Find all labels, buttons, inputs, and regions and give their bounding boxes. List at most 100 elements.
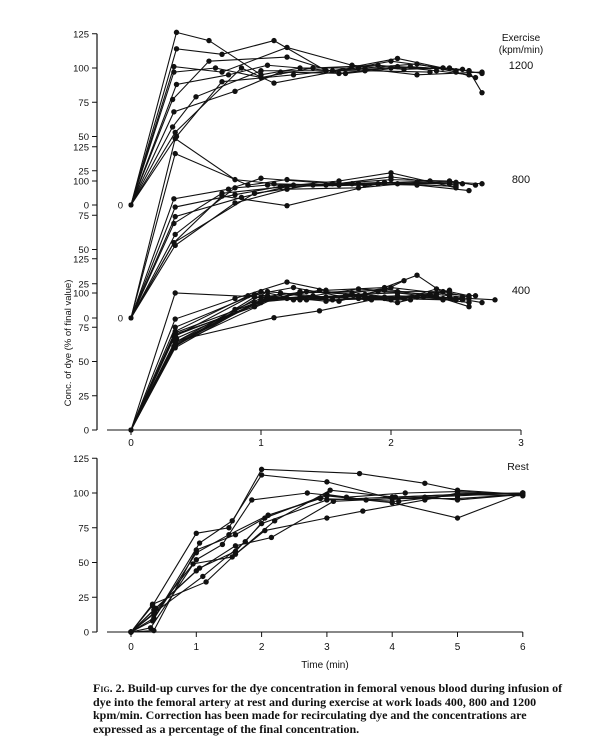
rest-point — [190, 561, 196, 567]
rest-point — [193, 568, 199, 574]
point-400 — [472, 293, 479, 299]
rest-point — [149, 618, 156, 624]
y-zero-offset-label: 0 — [118, 201, 123, 212]
point-400 — [290, 284, 297, 291]
rest-x-tick-label: 3 — [324, 642, 330, 653]
point-800 — [388, 170, 394, 176]
y-tick-label: 125 — [73, 142, 89, 153]
rest-point — [262, 527, 268, 534]
figure-number: Fig. 2. — [93, 681, 125, 695]
rest-point — [396, 498, 402, 505]
series-label-400: 400 — [512, 285, 530, 297]
point-400 — [172, 290, 178, 296]
point-1200 — [232, 88, 238, 94]
rest-point — [232, 551, 239, 557]
point-800 — [336, 182, 342, 188]
point-1200 — [290, 72, 297, 78]
x-tick-label: 0 — [128, 438, 134, 449]
y-tick-label: 75 — [78, 323, 89, 334]
y-tick-label: 50 — [78, 132, 89, 143]
rest-point — [193, 530, 199, 537]
x-tick-label: 3 — [518, 438, 524, 449]
point-400 — [446, 288, 453, 295]
point-400 — [414, 272, 420, 278]
rest-point — [327, 487, 333, 493]
rest-point — [265, 512, 271, 518]
point-1200 — [206, 37, 212, 44]
rest-point — [193, 557, 199, 563]
point-1200 — [128, 202, 134, 208]
point-800 — [264, 182, 271, 188]
point-1200 — [173, 29, 180, 36]
x-axis-label: Time (min) — [301, 660, 348, 671]
rest-x-tick-label: 5 — [455, 642, 461, 653]
point-1200 — [342, 70, 349, 77]
rest-x-tick-label: 0 — [128, 642, 134, 653]
point-800 — [172, 135, 178, 142]
x-tick-label: 1 — [258, 438, 264, 449]
rest-point — [454, 515, 461, 521]
point-1200 — [284, 44, 290, 51]
point-800 — [310, 182, 316, 188]
point-400 — [394, 299, 401, 306]
y-tick-label: 0 — [84, 314, 89, 325]
point-1200 — [219, 79, 225, 85]
rest-point — [128, 629, 134, 635]
point-1200 — [238, 65, 245, 71]
point-1200 — [414, 72, 420, 78]
rest-point — [268, 534, 275, 541]
point-400 — [316, 308, 323, 314]
point-400 — [401, 295, 407, 302]
curve-400-6 — [130, 286, 476, 431]
point-1200 — [171, 63, 177, 70]
point-800 — [172, 231, 178, 238]
rest-point — [402, 490, 408, 496]
point-1200 — [394, 55, 401, 62]
figure-caption: Fig. 2. Build-up curves for the dye conc… — [93, 681, 563, 736]
rest-point — [324, 497, 330, 503]
curves-layer — [128, 29, 526, 635]
curve-400-16 — [130, 280, 405, 431]
point-800 — [232, 192, 238, 198]
point-800 — [459, 181, 466, 187]
point-1200 — [171, 109, 177, 115]
rest-point — [392, 494, 399, 500]
y-tick-label: 50 — [78, 357, 89, 368]
rest-point — [196, 540, 203, 546]
point-1200 — [264, 62, 271, 68]
point-800 — [172, 213, 178, 220]
curve-400-13 — [130, 291, 411, 431]
point-400 — [466, 304, 472, 310]
rest-point — [422, 480, 428, 486]
rest-x-tick-label: 1 — [194, 642, 200, 653]
rest-y-tick-label: 50 — [78, 558, 89, 569]
point-800 — [258, 175, 264, 181]
point-400 — [492, 297, 498, 303]
y-tick-label: 100 — [73, 177, 89, 188]
series-label-rest: Rest — [507, 461, 529, 473]
point-1200 — [219, 69, 225, 75]
rest-point — [229, 518, 235, 524]
point-400 — [394, 288, 401, 295]
curve-400-4 — [130, 288, 470, 431]
point-1200 — [271, 80, 277, 86]
y-tick-label: 100 — [73, 289, 89, 300]
point-400 — [440, 295, 446, 302]
point-800 — [375, 181, 381, 187]
rest-point — [258, 466, 265, 473]
series-label-1200: 1200 — [509, 60, 533, 72]
curve-800-8 — [130, 181, 418, 319]
rest-x-tick-label: 4 — [389, 642, 395, 653]
y-tick-label: 0 — [84, 201, 89, 212]
curve-400-3 — [130, 286, 463, 431]
point-800 — [219, 193, 225, 199]
rest-curve-4 — [130, 492, 523, 633]
rest-point — [151, 609, 158, 616]
point-800 — [171, 239, 177, 246]
point-1200 — [459, 66, 466, 73]
point-800 — [225, 186, 232, 192]
rest-point — [242, 538, 248, 545]
y-tick-label: 50 — [78, 245, 89, 256]
axes-layer — [92, 33, 524, 637]
point-400 — [323, 298, 329, 304]
